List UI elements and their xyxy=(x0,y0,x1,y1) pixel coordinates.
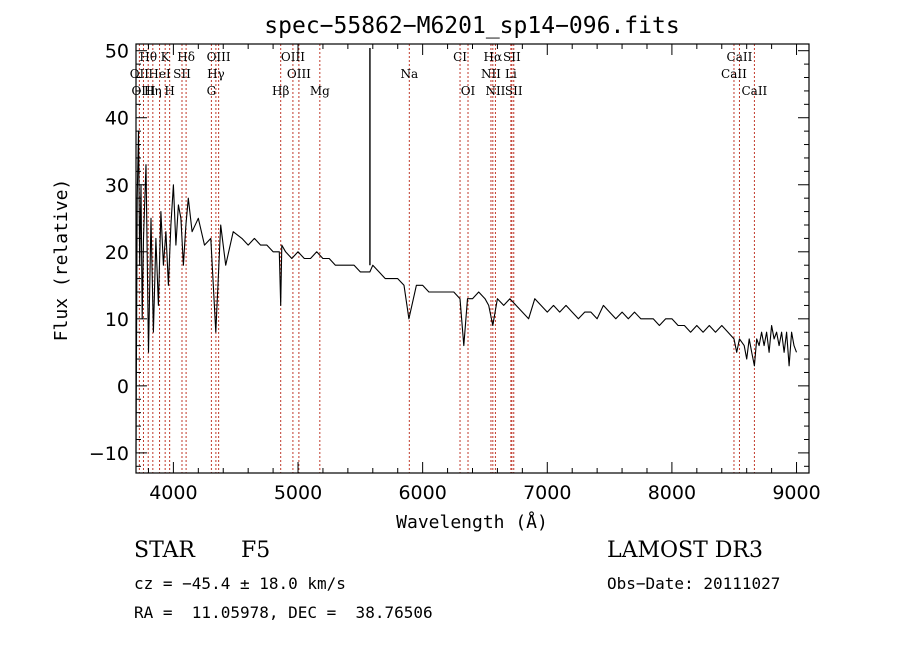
emission-line-label: Li xyxy=(505,67,517,81)
emission-line-markers xyxy=(138,44,755,473)
emission-line-label: Hβ xyxy=(272,84,289,98)
chart-title: spec−55862−M6201_sp14−096.fits xyxy=(264,13,679,39)
survey-name: LAMOST DR3 xyxy=(607,538,763,563)
emission-line-label: HeI xyxy=(148,67,171,81)
emission-line-label: Hδ xyxy=(177,50,195,64)
x-tick-label: 5000 xyxy=(274,482,322,504)
emission-line-label: OIII xyxy=(207,50,231,64)
emission-line-label: H xyxy=(164,84,174,98)
y-tick-label: 50 xyxy=(105,41,129,63)
coordinates: RA = 11.05978, DEC = 38.76506 xyxy=(134,603,433,622)
emission-line-label: CaII xyxy=(727,50,753,64)
plot-frame xyxy=(135,43,810,474)
spectrum-line xyxy=(135,130,798,453)
object-subclass: F5 xyxy=(241,538,271,563)
spectrum-series xyxy=(135,48,798,453)
emission-line-label: OI xyxy=(461,84,476,98)
emission-line-label: Hη xyxy=(144,84,162,98)
y-tick-label: 30 xyxy=(105,175,129,197)
emission-line-label: Mg xyxy=(310,84,330,98)
redshift-text: cz = −45.4 ± 18.0 km/s xyxy=(134,574,346,593)
emission-line-label: OII xyxy=(130,67,150,81)
emission-line-label: K xyxy=(161,50,171,64)
emission-line-label: OIII xyxy=(287,67,311,81)
emission-line-label: CI xyxy=(453,50,467,64)
axis-ticks: 4000 5000 6000 7000 8000 9000 −10 0 10 20 30 40 50 xyxy=(89,41,821,504)
y-tick-label: 20 xyxy=(105,242,129,264)
y-tick-label: 40 xyxy=(105,108,129,130)
x-tick-label: 4000 xyxy=(149,482,197,504)
x-tick-label: 9000 xyxy=(772,482,820,504)
x-tick-label: 6000 xyxy=(398,482,446,504)
y-tick-label: −10 xyxy=(89,443,129,465)
emission-line-label: OIII xyxy=(281,50,305,64)
emission-line-label: Hα xyxy=(484,50,503,64)
y-axis-label: Flux (relative) xyxy=(51,179,72,342)
y-tick-label: 10 xyxy=(105,309,129,331)
emission-line-label: SII xyxy=(173,67,191,81)
emission-line-label: CaII xyxy=(741,84,767,98)
x-tick-label: 7000 xyxy=(523,482,571,504)
emission-line-label: Na xyxy=(400,67,418,81)
emission-line-label: G xyxy=(207,84,217,98)
emission-line-label: SII xyxy=(505,84,523,98)
emission-line-label: Hγ xyxy=(207,67,225,81)
x-axis-label: Wavelength (Å) xyxy=(396,511,548,533)
emission-line-label: SII xyxy=(503,50,521,64)
emission-line-label: CaII xyxy=(721,67,747,81)
obs-date: Obs−Date: 20111027 xyxy=(607,574,781,593)
emission-line-label: NII xyxy=(485,84,505,98)
x-tick-label: 8000 xyxy=(648,482,696,504)
object-type: STAR xyxy=(134,538,195,563)
y-tick-label: 0 xyxy=(117,376,129,398)
emission-line-label: Hθ xyxy=(139,50,157,64)
emission-line-label: NII xyxy=(481,67,501,81)
emission-line-label: OIII xyxy=(131,84,155,98)
